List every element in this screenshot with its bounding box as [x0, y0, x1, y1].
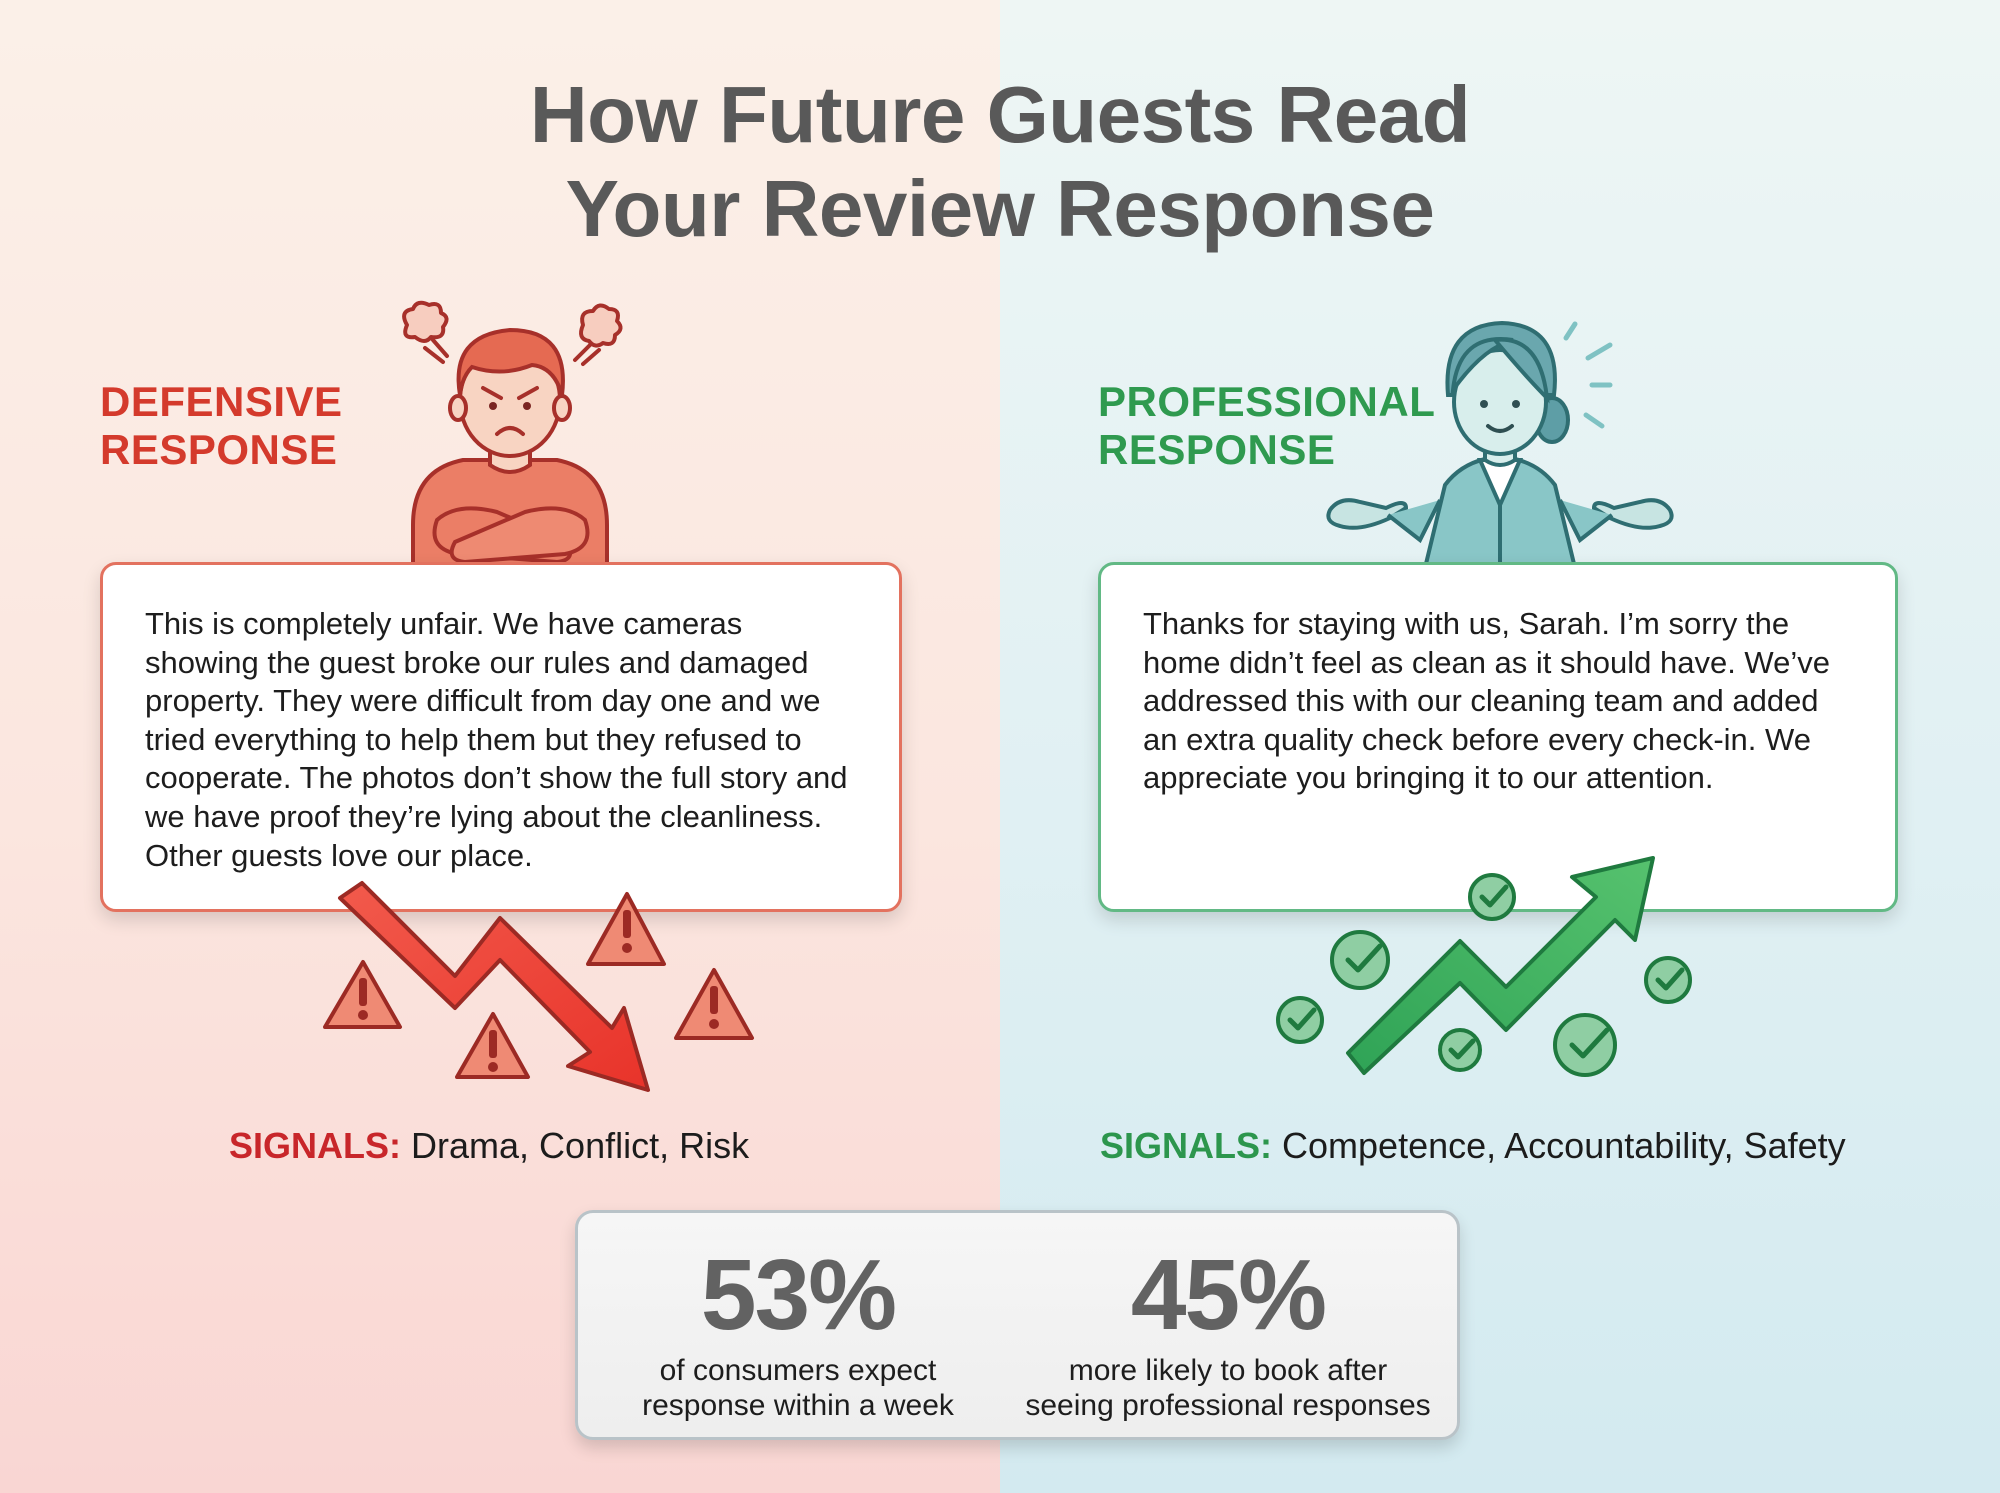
stat-response-expectation: 53% of consumers expect response within … — [593, 1241, 1003, 1423]
defensive-signals-value: Drama, Conflict, Risk — [411, 1125, 750, 1166]
page-title: How Future Guests Read Your Review Respo… — [0, 68, 2000, 256]
title-line-1: How Future Guests Read — [529, 70, 1471, 159]
professional-signals-key: SIGNALS: — [1100, 1125, 1273, 1166]
defensive-label-line-1: DEFENSIVE — [100, 378, 343, 425]
stat-description-line-2: seeing professional responses — [1025, 1389, 1431, 1422]
professional-label: PROFESSIONAL RESPONSE — [1098, 378, 1435, 474]
stat-booking-likelihood: 45% more likely to book after seeing pro… — [1003, 1241, 1453, 1423]
defensive-signals: SIGNALS: Drama, Conflict, Risk — [229, 1122, 749, 1170]
defensive-response-text: This is completely unfair. We have camer… — [145, 606, 848, 873]
stat-description-line-1: of consumers expect — [659, 1354, 937, 1387]
professional-signals: SIGNALS: Competence, Accountability, Saf… — [1100, 1122, 1846, 1170]
stat-description: of consumers expect response within a we… — [593, 1353, 1003, 1423]
stat-value: 53% — [700, 1239, 897, 1351]
defensive-response-card: This is completely unfair. We have camer… — [100, 562, 902, 912]
stat-description: more likely to book after seeing profess… — [1003, 1353, 1453, 1423]
defensive-signals-key: SIGNALS: — [229, 1125, 402, 1166]
title-line-2: Your Review Response — [565, 164, 1435, 253]
check-circles — [1276, 873, 1692, 1077]
angry-man-icon — [402, 300, 623, 570]
professional-signals-value: Competence, Accountability, Safety — [1282, 1125, 1846, 1166]
stat-description-line-1: more likely to book after — [1068, 1354, 1388, 1387]
downward-trend-arrow-icon — [323, 881, 754, 1092]
stats-panel: 53% of consumers expect response within … — [575, 1210, 1460, 1440]
smiling-woman-icon — [1326, 320, 1674, 570]
stat-description-line-2: response within a week — [642, 1389, 954, 1422]
defensive-label-line-2: RESPONSE — [100, 426, 338, 473]
professional-response-text: Thanks for staying with us, Sarah. I’m s… — [1143, 606, 1830, 796]
upward-trend-arrow-icon — [1276, 856, 1692, 1077]
professional-response-card: Thanks for staying with us, Sarah. I’m s… — [1098, 562, 1898, 912]
stat-value: 45% — [1130, 1239, 1327, 1351]
defensive-label: DEFENSIVE RESPONSE — [100, 378, 343, 474]
professional-label-line-1: PROFESSIONAL — [1098, 378, 1436, 425]
professional-label-line-2: RESPONSE — [1098, 426, 1336, 473]
